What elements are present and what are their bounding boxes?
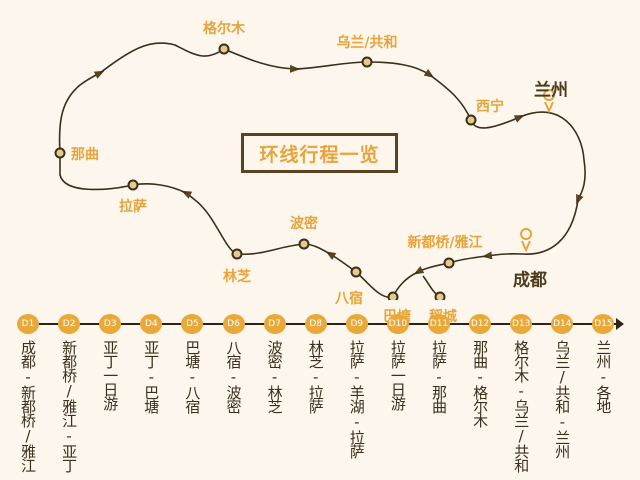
day-badge: D14 <box>551 314 574 334</box>
day-route: 兰州-各地 <box>594 340 613 413</box>
stop-nodes <box>54 43 477 300</box>
day-route: 成都-新都桥/雅江 <box>19 340 37 472</box>
day-route: 乌兰/共和-兰州 <box>553 340 572 458</box>
day-route: 巴塘-八宿 <box>183 340 202 413</box>
day-route: 那曲-格尔木 <box>471 340 490 427</box>
day-route: 拉萨-羊湖-拉萨 <box>347 340 366 458</box>
day-badge: D4 <box>140 314 163 334</box>
day-route: 拉萨-那曲 <box>430 340 448 413</box>
day-badge: D5 <box>181 314 204 334</box>
arrow-right-icon <box>616 318 624 330</box>
city-label-lanzhou: 兰州 <box>534 80 568 101</box>
stop-node <box>361 56 373 68</box>
day-route: 波密-林芝 <box>265 340 284 413</box>
day-route: 林芝-拉萨 <box>306 340 325 413</box>
stop-node <box>298 238 310 250</box>
day-badge: D8 <box>304 314 327 334</box>
day-badge: D6 <box>222 314 245 334</box>
stop-label: 格尔木 <box>203 21 245 37</box>
route-line <box>58 42 586 298</box>
route-map <box>54 42 586 300</box>
day-badge: D3 <box>99 314 122 334</box>
stop-label: 那曲 <box>71 147 99 163</box>
stop-node <box>443 257 455 269</box>
stop-label: 八宿 <box>335 291 363 307</box>
day-route: 新都桥/雅江-亚丁 <box>60 340 79 472</box>
stop-node <box>350 266 362 278</box>
day-badge: D2 <box>58 314 81 334</box>
stop-label: 林芝 <box>223 269 251 285</box>
page-title: 环线行程一览 <box>241 133 398 173</box>
day-badge: D9 <box>345 314 368 334</box>
stop-node <box>434 291 446 300</box>
day-badge: D15 <box>592 314 615 334</box>
stop-node <box>387 291 399 300</box>
stop-node <box>127 179 139 191</box>
day-badge: D13 <box>510 314 533 334</box>
day-badge: D7 <box>263 314 286 334</box>
stop-label: 乌兰/共和 <box>336 35 398 51</box>
day-route: 八宿-波密 <box>224 340 243 413</box>
day-route: 亚丁-巴塘 <box>142 340 161 413</box>
day-badge: D12 <box>469 314 492 334</box>
stop-node <box>465 114 477 126</box>
stop-node <box>218 43 230 55</box>
day-badge: D10 <box>386 314 409 334</box>
stop-label: 新都桥/雅江 <box>407 235 483 251</box>
stop-node <box>54 147 66 159</box>
stop-label: 拉萨 <box>119 199 147 215</box>
day-badge: D11 <box>428 314 450 334</box>
day-route: 拉萨一日游 <box>388 340 407 410</box>
day-route: 亚丁一日游 <box>101 340 120 410</box>
stop-label: 西宁 <box>476 99 504 115</box>
stop-node <box>231 248 243 260</box>
city-label-chengdu: 成都 <box>513 270 547 291</box>
stop-label: 波密 <box>290 216 318 232</box>
day-route: 格尔木-乌兰/共和 <box>512 340 531 472</box>
map-pin-icon <box>520 89 556 253</box>
day-badge: D1 <box>17 314 39 334</box>
